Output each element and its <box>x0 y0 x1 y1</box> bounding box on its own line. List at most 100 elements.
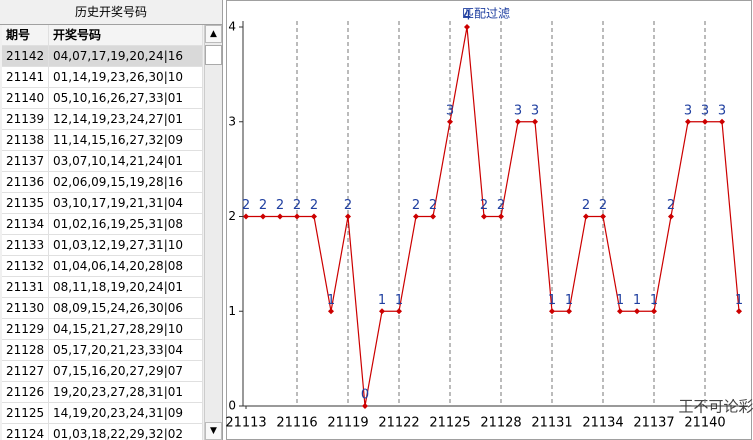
data-point <box>685 118 691 125</box>
table-row[interactable]: 21128 05,17,20,21,23,33|04 <box>2 340 203 361</box>
table-cell: 21136 <box>2 172 49 192</box>
table-cell: 21140 <box>2 88 49 108</box>
x-tick-label: 21116 <box>276 416 317 431</box>
y-tick-label: 4 <box>228 20 236 34</box>
table-cell: 01,14,19,23,26,30|10 <box>49 67 203 87</box>
table-cell: 14,19,20,23,24,31|09 <box>49 403 203 423</box>
table-header: 期号 开奖号码 <box>2 25 203 46</box>
table-cell: 19,20,23,27,28,31|01 <box>49 382 203 402</box>
table-row[interactable]: 21130 08,09,15,24,26,30|06 <box>2 298 203 319</box>
panel-title: 历史开奖号码 <box>0 0 222 25</box>
table-row[interactable]: 21142 04,07,17,19,20,24|16 <box>2 46 203 67</box>
table-row[interactable]: 21126 19,20,23,27,28,31|01 <box>2 382 203 403</box>
x-tick-label: 21134 <box>582 416 623 431</box>
table-cell: 21126 <box>2 382 49 402</box>
data-label: 4 <box>463 9 471 24</box>
table-cell: 05,17,20,21,23,33|04 <box>49 340 203 360</box>
data-label: 3 <box>446 103 454 118</box>
table-cell: 02,06,09,15,19,28|16 <box>49 172 203 192</box>
table-row[interactable]: 21125 14,19,20,23,24,31|09 <box>2 403 203 424</box>
table-row[interactable]: 21139 12,14,19,23,24,27|01 <box>2 109 203 130</box>
y-tick-label: 2 <box>228 209 236 223</box>
data-point <box>413 213 419 220</box>
data-point <box>481 213 487 220</box>
table-cell: 04,15,21,27,28,29|10 <box>49 319 203 339</box>
table-cell: 08,09,15,24,26,30|06 <box>49 298 203 318</box>
data-label: 1 <box>650 293 658 308</box>
y-tick-label: 0 <box>228 399 236 413</box>
table-row[interactable]: 21141 01,14,19,23,26,30|10 <box>2 67 203 88</box>
data-label: 2 <box>259 198 267 213</box>
data-point <box>566 308 572 315</box>
table-row[interactable]: 21129 04,15,21,27,28,29|10 <box>2 319 203 340</box>
table-cell: 21131 <box>2 277 49 297</box>
data-point <box>243 213 249 220</box>
chart-title: 匹配过滤 <box>462 7 510 21</box>
x-tick-label: 21131 <box>531 416 572 431</box>
table-row[interactable]: 21124 01,03,18,22,29,32|02 <box>2 424 203 440</box>
x-tick-label: 21140 <box>684 416 725 431</box>
data-point <box>668 213 674 220</box>
data-label: 1 <box>616 293 624 308</box>
data-label: 1 <box>548 293 556 308</box>
x-tick-label: 21125 <box>429 416 470 431</box>
data-label: 2 <box>242 198 250 213</box>
scrollbar[interactable]: ▲ ▼ <box>204 25 222 440</box>
table-cell: 01,02,16,19,25,31|08 <box>49 214 203 234</box>
table-cell: 21124 <box>2 424 49 440</box>
history-panel: 历史开奖号码 期号 开奖号码 21142 04,07,17,19,20,24|16 21… <box>0 0 223 440</box>
data-point <box>464 24 470 30</box>
x-tick-label: 21137 <box>633 416 674 431</box>
data-point <box>515 118 521 125</box>
table-row[interactable]: 21137 03,07,10,14,21,24|01 <box>2 151 203 172</box>
data-label: 2 <box>667 198 675 213</box>
table-cell: 03,10,17,19,21,31|04 <box>49 193 203 213</box>
table-row[interactable]: 21136 02,06,09,15,19,28|16 <box>2 172 203 193</box>
data-point <box>719 118 725 125</box>
table-cell: 21127 <box>2 361 49 381</box>
data-point <box>583 213 589 220</box>
data-point <box>447 118 453 125</box>
scroll-thumb[interactable] <box>205 45 222 65</box>
data-label: 3 <box>684 103 692 118</box>
data-point <box>345 213 351 220</box>
data-point <box>430 213 436 220</box>
scroll-down[interactable]: ▼ <box>205 422 222 440</box>
data-label: 3 <box>718 103 726 118</box>
table-cell: 01,03,18,22,29,32|02 <box>49 424 203 440</box>
data-line <box>246 26 740 407</box>
history-table: 期号 开奖号码 21142 04,07,17,19,20,24|16 21141 01,1… <box>2 25 203 440</box>
data-point <box>634 308 640 315</box>
data-label: 3 <box>531 103 539 118</box>
column-header: 开奖号码 <box>49 25 203 45</box>
table-row[interactable]: 21138 11,14,15,16,27,32|09 <box>2 130 203 151</box>
data-point <box>617 308 623 315</box>
table-cell: 21129 <box>2 319 49 339</box>
data-point <box>736 308 742 315</box>
table-row[interactable]: 21133 01,03,12,19,27,31|10 <box>2 235 203 256</box>
data-point <box>311 213 317 220</box>
data-label: 2 <box>412 198 420 213</box>
data-point <box>651 308 657 315</box>
data-point <box>328 308 334 315</box>
data-point <box>549 308 555 315</box>
data-point <box>277 213 283 220</box>
table-cell: 05,10,16,26,27,33|01 <box>49 88 203 108</box>
table-row[interactable]: 21127 07,15,16,20,27,29|07 <box>2 361 203 382</box>
table-cell: 21128 <box>2 340 49 360</box>
table-row[interactable]: 21135 03,10,17,19,21,31|04 <box>2 193 203 214</box>
data-label: 2 <box>497 198 505 213</box>
table-row[interactable]: 21134 01,02,16,19,25,31|08 <box>2 214 203 235</box>
table-cell: 21141 <box>2 67 49 87</box>
column-header: 期号 <box>2 25 49 45</box>
x-tick-label: 21119 <box>327 416 368 431</box>
table-row[interactable]: 21140 05,10,16,26,27,33|01 <box>2 88 203 109</box>
table-row[interactable]: 21131 08,11,18,19,20,24|01 <box>2 277 203 298</box>
table-cell: 21139 <box>2 109 49 129</box>
table-cell: 03,07,10,14,21,24|01 <box>49 151 203 171</box>
table-row[interactable]: 21132 01,04,06,14,20,28|08 <box>2 256 203 277</box>
y-tick-label: 1 <box>228 304 236 318</box>
scroll-up[interactable]: ▲ <box>205 25 222 43</box>
data-label: 1 <box>565 293 573 308</box>
